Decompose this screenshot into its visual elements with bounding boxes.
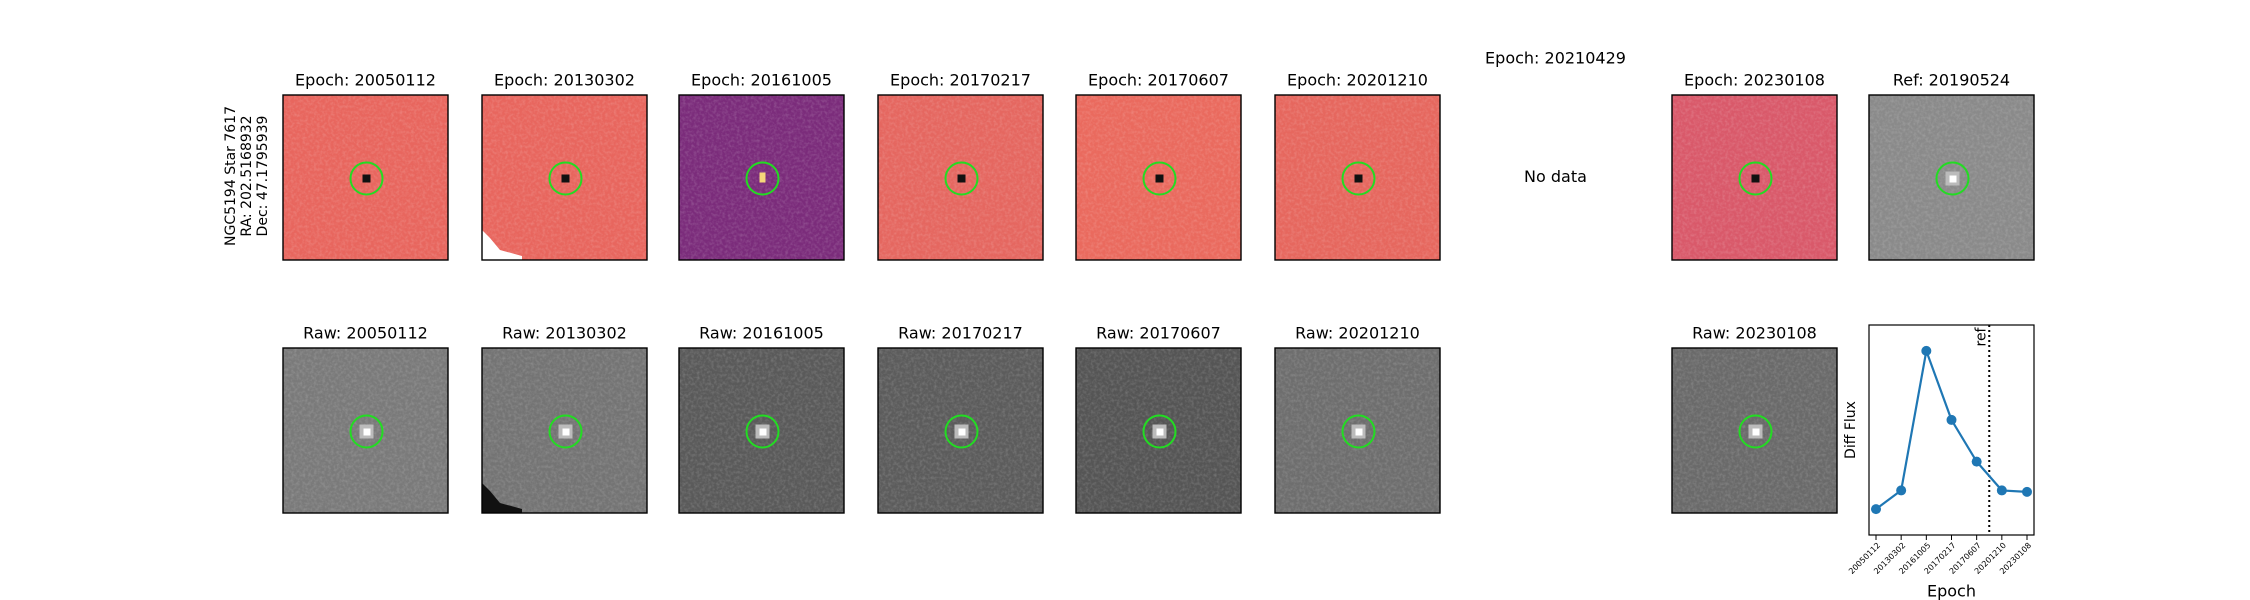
panel-title: Raw: 20201210 <box>1295 324 1420 343</box>
frame <box>1671 347 1838 514</box>
source <box>1354 174 1363 183</box>
point <box>1971 456 1982 467</box>
point <box>1946 414 1957 425</box>
frame <box>1868 94 2035 261</box>
frame <box>678 94 845 261</box>
axes-frame <box>1868 324 2035 536</box>
label-line: RA: 202.5168932 <box>239 115 255 236</box>
aperture <box>1341 414 1376 449</box>
point <box>1921 345 1932 356</box>
aperture <box>1341 161 1376 196</box>
ref-label: ref <box>1973 326 1989 346</box>
aperture <box>944 414 979 449</box>
label-line: Dec: 47.1795939 <box>255 116 271 237</box>
aperture <box>1738 161 1773 196</box>
panel-title: Epoch: 20050112 <box>295 71 436 90</box>
no-data: No data <box>1524 167 1587 186</box>
source <box>362 174 371 183</box>
panel-title: Epoch: 20210429 <box>1485 49 1626 68</box>
source <box>759 172 766 183</box>
panel-title: Raw: 20170607 <box>1096 324 1221 343</box>
aperture <box>1935 161 1970 196</box>
x-axis-label: Epoch <box>1927 582 1976 600</box>
source <box>562 428 570 436</box>
source <box>958 428 966 436</box>
panel-title: Raw: 20050112 <box>303 324 428 343</box>
frame <box>877 94 1044 261</box>
frame <box>877 347 1044 514</box>
source <box>363 428 371 436</box>
frame <box>1075 347 1242 514</box>
frame <box>481 347 648 514</box>
aperture <box>745 161 780 196</box>
panel-title: Epoch: 20201210 <box>1287 71 1428 90</box>
panel-title: Epoch: 20170217 <box>890 71 1031 90</box>
panel-title: Epoch: 20230108 <box>1684 71 1825 90</box>
aperture <box>548 414 583 449</box>
frame <box>1274 94 1441 261</box>
panel-title: Ref: 20190524 <box>1893 71 2010 90</box>
line <box>1875 346 2028 510</box>
panel-title: Raw: 20230108 <box>1692 324 1817 343</box>
mask-corner <box>482 230 522 260</box>
aperture <box>349 161 384 196</box>
aperture <box>1142 161 1177 196</box>
aperture <box>1738 414 1773 449</box>
source <box>1155 174 1164 183</box>
source <box>561 174 570 183</box>
panel-title: Raw: 20130302 <box>502 324 627 343</box>
aperture <box>944 161 979 196</box>
frame <box>481 94 648 261</box>
point <box>1996 485 2007 496</box>
source <box>1355 428 1363 436</box>
aperture <box>1142 414 1177 449</box>
point <box>2022 486 2032 497</box>
aperture <box>548 161 583 196</box>
frame <box>678 347 845 514</box>
point <box>1896 485 1907 496</box>
label-line: NGC5194 Star 7617 <box>223 106 239 246</box>
panel-title: Epoch: 20161005 <box>691 71 832 90</box>
source <box>759 428 767 436</box>
frame <box>1075 94 1242 261</box>
point <box>1871 504 1881 515</box>
frame <box>1671 94 1838 261</box>
y-axis-label: Diff Flux <box>1843 401 1859 459</box>
panel-title: Epoch: 20170607 <box>1088 71 1229 90</box>
aperture <box>349 414 384 449</box>
source <box>1156 428 1164 436</box>
panel-title: Epoch: 20130302 <box>494 71 635 90</box>
mask-corner <box>482 483 522 513</box>
frame <box>282 94 449 261</box>
source <box>1949 175 1957 183</box>
aperture <box>745 414 780 449</box>
panel-title: Raw: 20170217 <box>898 324 1023 343</box>
source <box>1752 428 1760 436</box>
panel-title: Raw: 20161005 <box>699 324 824 343</box>
source <box>1751 174 1760 183</box>
source <box>957 174 966 183</box>
frame <box>282 347 449 514</box>
frame <box>1274 347 1441 514</box>
star-label: NGC5194 Star 7617 RA: 202.5168932 Dec: 4… <box>223 106 271 246</box>
